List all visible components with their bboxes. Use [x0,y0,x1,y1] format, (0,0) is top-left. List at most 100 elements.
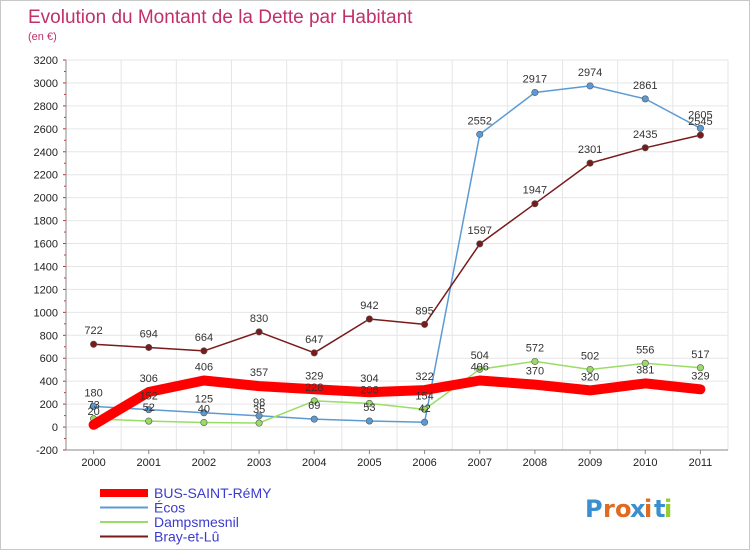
data-point [365,388,374,397]
y-tick-label: 1600 [34,239,58,251]
data-point [145,417,153,425]
data-point [531,88,539,96]
data-point [199,376,208,385]
y-tick-label: 1800 [34,216,58,228]
x-tick-label: 2007 [468,457,492,469]
data-point [475,376,484,385]
chart-subtitle: (en €) [28,31,57,43]
data-label: 381 [636,364,654,376]
data-label: 2301 [578,144,602,156]
data-point [641,379,650,388]
data-point [310,397,318,405]
data-label: 304 [360,373,378,385]
y-tick-label: 600 [40,353,58,365]
data-label: 329 [691,370,709,382]
data-point [696,385,705,394]
data-point [365,399,373,407]
data-label: 2605 [688,109,712,121]
data-point [530,380,539,389]
x-tick-label: 2000 [81,457,105,469]
y-tick-label: 1400 [34,261,58,273]
y-tick-label: 2800 [34,101,58,113]
data-label: 98 [253,397,265,409]
x-tick-label: 2001 [137,457,161,469]
data-point [200,347,208,355]
data-label: 2861 [633,80,657,92]
data-label: 694 [140,328,158,340]
data-point [89,420,98,429]
data-label: 664 [195,332,213,344]
logo-letter: i [664,495,672,523]
x-tick-label: 2008 [523,457,547,469]
data-labels: 20 306 406 357 329 304 322 406 370 320 381 329 180 15… [84,67,712,418]
data-label: 320 [581,371,599,383]
data-point [200,418,208,426]
data-point [476,130,484,138]
data-point [586,365,594,373]
data-point [310,349,318,357]
data-label: 52 [143,402,155,414]
data-point [90,340,98,348]
data-label: 152 [140,391,158,403]
data-point [476,240,484,248]
x-tick-label: 2003 [247,457,271,469]
data-point [90,402,98,410]
data-label: 942 [360,300,378,312]
y-tick-label: 2600 [34,124,58,136]
data-point [310,385,319,394]
data-label: 647 [305,334,323,346]
x-tick-label: 2004 [302,457,326,469]
data-point [255,382,264,391]
x-tick-label: 2009 [578,457,602,469]
data-label: 1947 [523,185,547,197]
data-label: 502 [581,350,599,362]
logo-letter: x [630,495,646,523]
data-label: 556 [636,344,654,356]
series-line-Écos [92,85,702,423]
data-label: 2974 [578,67,602,79]
data-point [641,359,649,367]
series-layer [88,82,706,430]
data-point [476,365,484,373]
data-label: 830 [250,313,268,325]
logo-letter: o [615,495,632,523]
legend-label: Écos [154,500,185,516]
y-tick-label: 2200 [34,170,58,182]
data-label: 306 [140,373,158,385]
data-label: 572 [526,342,544,354]
data-label: 154 [415,390,433,402]
y-tick-label: 200 [40,399,58,411]
chart-title: Evolution du Montant de la Dette par Hab… [28,7,413,28]
data-label: 357 [250,367,268,379]
data-point [145,406,153,414]
data-label: 125 [195,394,213,406]
data-point [420,386,429,395]
data-point [310,415,318,423]
data-point [586,82,594,90]
data-point [586,159,594,167]
data-point [365,315,373,323]
y-tick-label: 0 [52,422,58,434]
x-tick-label: 2002 [192,457,216,469]
data-label: 35 [253,404,265,416]
data-point [641,95,649,103]
legend-label: Bray-et-Lû [154,529,219,545]
data-label: 406 [195,361,213,373]
data-label: 2917 [523,73,547,85]
data-label: 42 [418,403,430,415]
data-label: 53 [363,402,375,414]
data-label: 2435 [633,129,657,141]
data-point [145,343,153,351]
y-tick-label: 1200 [34,284,58,296]
data-point [421,320,429,328]
y-tick-label: 800 [40,330,58,342]
data-label: 322 [415,371,433,383]
data-label: 73 [87,400,99,412]
series-line-Bray-et-Lû [92,134,702,354]
logo-letter: t [654,495,665,523]
data-point [144,387,153,396]
data-label: 180 [84,387,102,399]
legend-label: Dampsmesnil [154,514,239,530]
data-label: 370 [526,366,544,378]
